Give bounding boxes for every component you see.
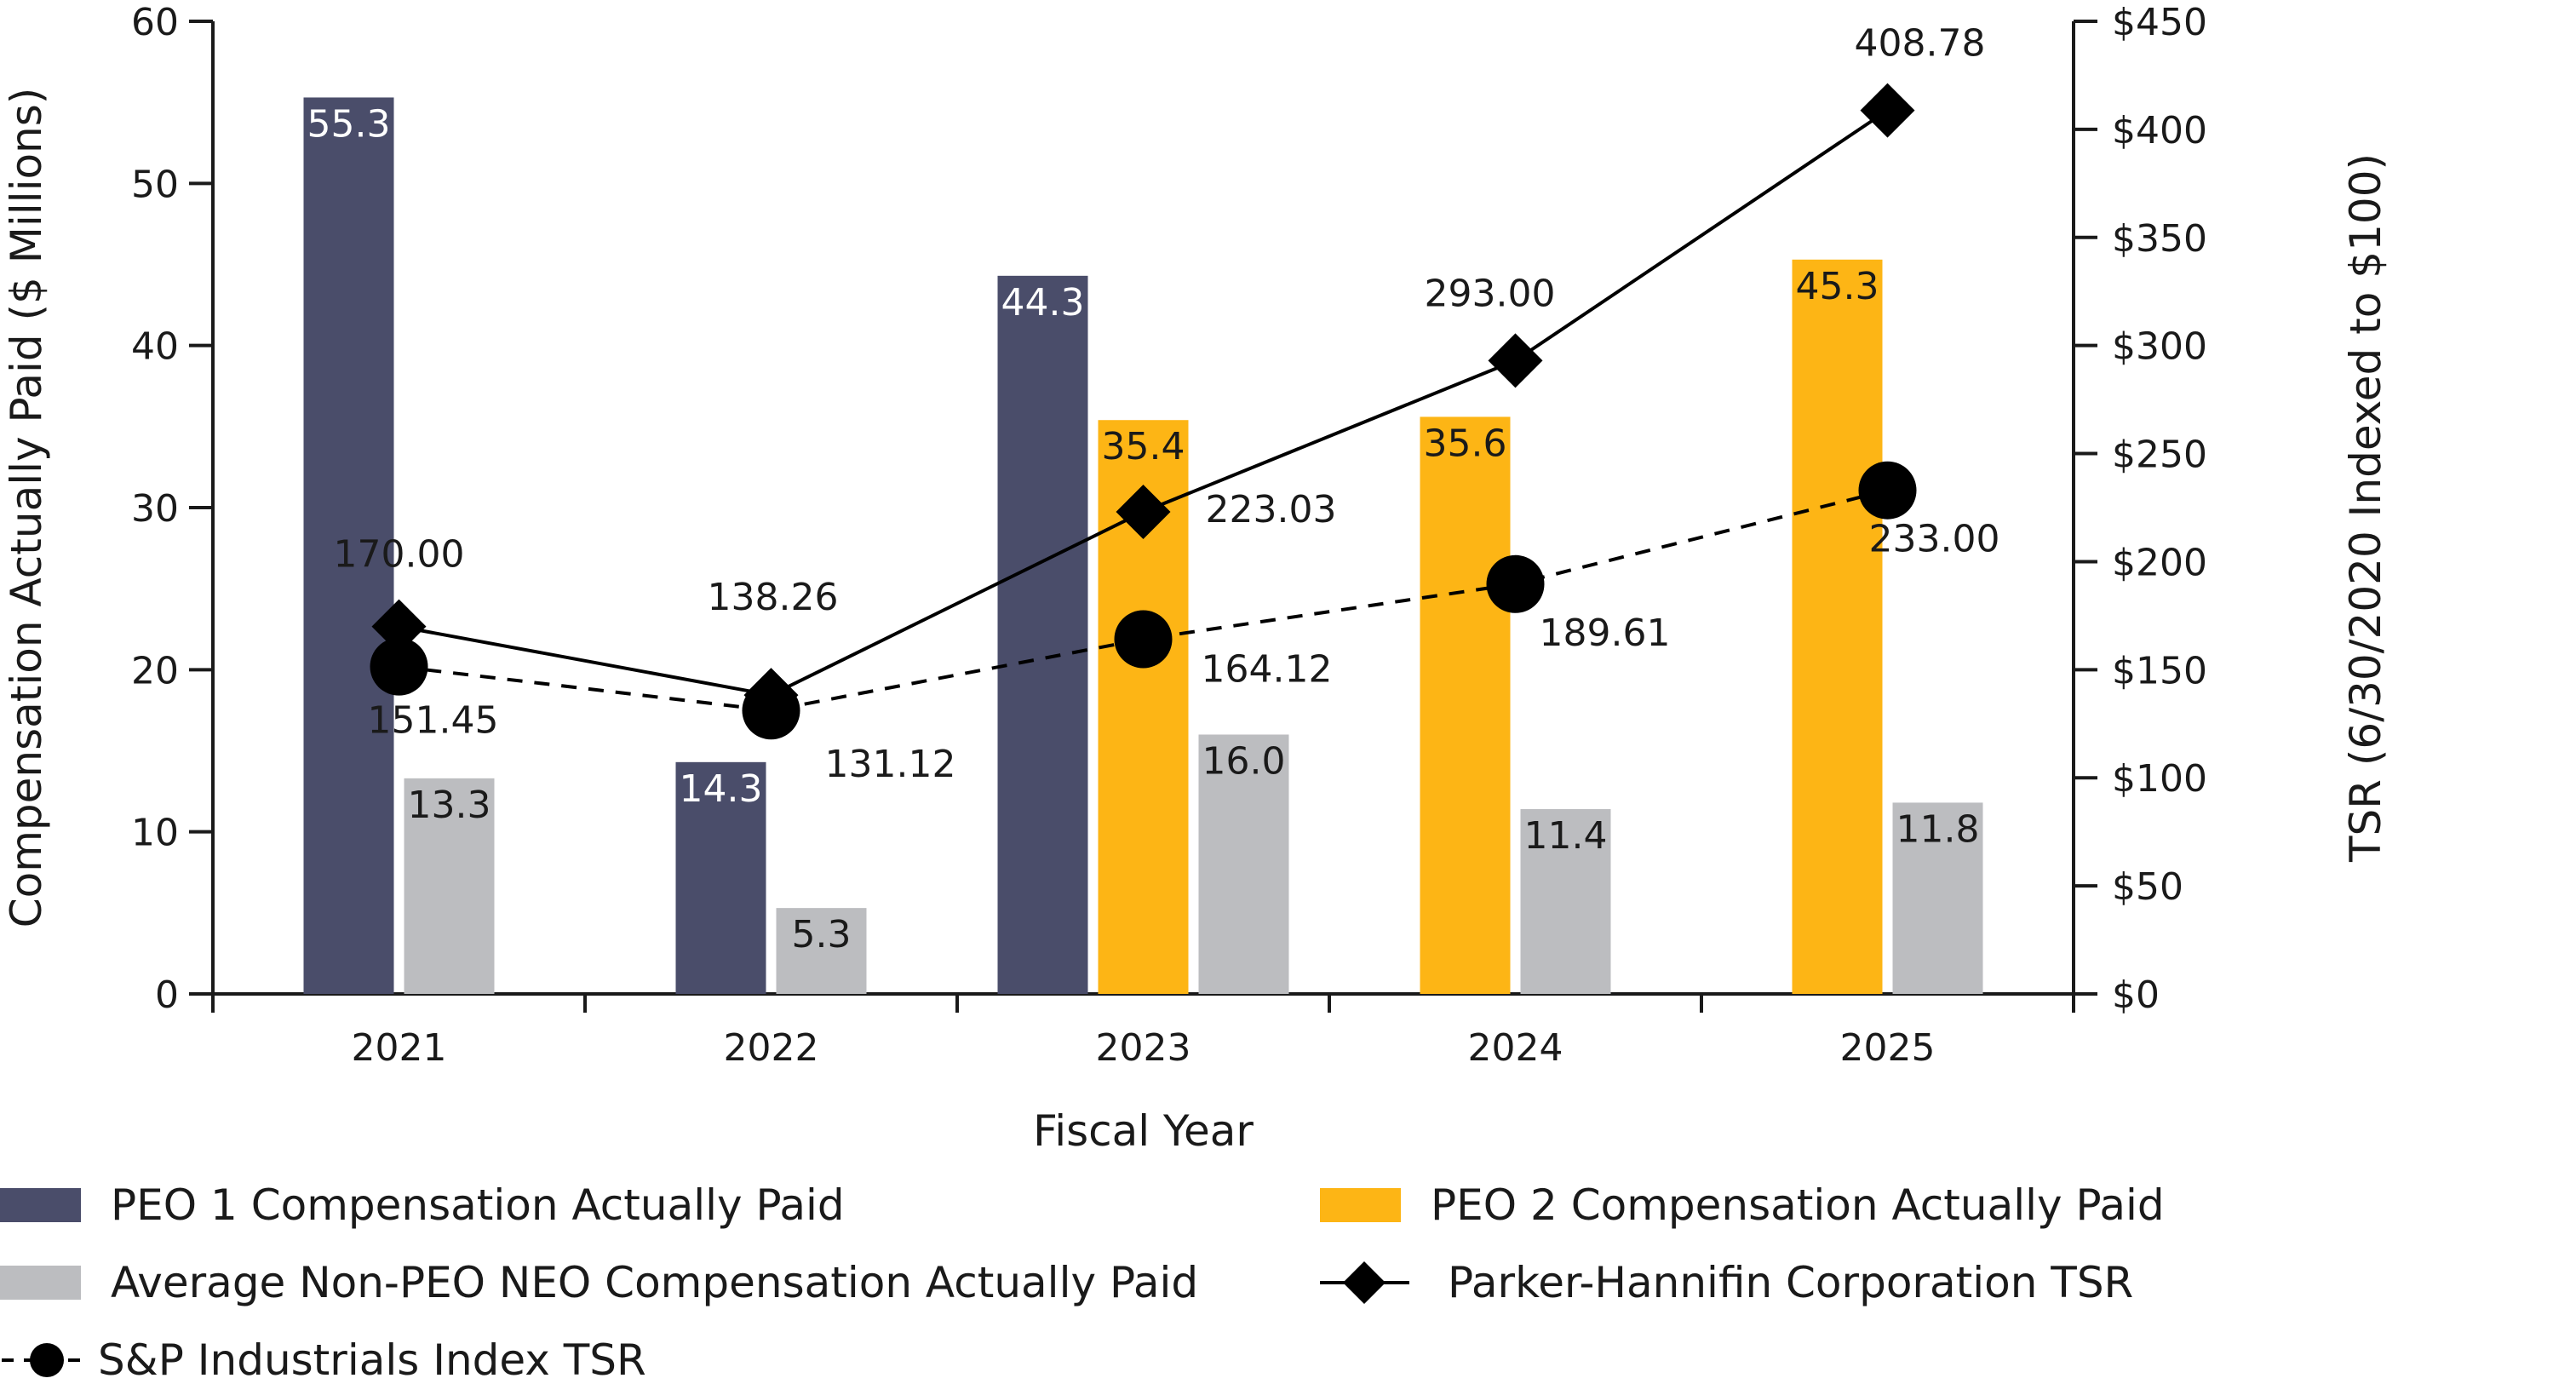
tsr-lines <box>370 83 1917 740</box>
parker-tsr-label: 293.00 <box>1425 272 1556 315</box>
sp-tsr-label: 164.12 <box>1202 647 1333 691</box>
data-labels: 55.3 13.3 14.3 5.3 44.3 35.4 16.0 35.6 11.4 45.3 1… <box>307 22 2000 957</box>
y-right-tick-label: $400 <box>2112 109 2207 152</box>
bar <box>1892 802 1983 994</box>
y-left-tick-label: 20 <box>131 649 179 692</box>
y-right-tick-label: $350 <box>2112 217 2207 261</box>
legend-swatch <box>0 1188 81 1222</box>
x-axis-title: Fiscal Year <box>1033 1106 1254 1156</box>
y-axis-left-title: Compensation Actually Paid ($ Millions) <box>2 88 51 928</box>
legend-label: Parker-Hannifin Corporation TSR <box>1448 1258 2133 1307</box>
legend-label: PEO 2 Compensation Actually Paid <box>1431 1180 2165 1230</box>
bar <box>1520 809 1611 994</box>
bar-value-label: 45.3 <box>1796 265 1879 308</box>
y-right-tick-label: $150 <box>2112 649 2207 692</box>
diamond-marker <box>1116 484 1171 539</box>
sp-industrials-tsr-line <box>399 488 1888 713</box>
legend-swatch <box>0 1266 81 1300</box>
y-left-tick-label: 60 <box>131 1 179 44</box>
bar <box>1792 259 1883 994</box>
legend-swatch <box>1320 1188 1401 1222</box>
circle-marker <box>1858 461 1917 520</box>
bar <box>675 761 766 994</box>
y-axis-right-title: TSR (6/30/2020 Indexed to $100) <box>2341 153 2390 863</box>
y-right-tick-label: $100 <box>2112 757 2207 801</box>
y-left-tick-label: 40 <box>131 325 179 369</box>
axes: 0 10 20 30 40 50 60 $0 $50 $100 $150 $200 $250 $300 $3… <box>2 1 2390 1156</box>
bar-value-label: 35.6 <box>1424 422 1507 465</box>
circle-marker <box>1486 554 1545 613</box>
bar <box>776 908 867 994</box>
bar <box>1198 734 1289 994</box>
legend-label: S&P Industrials Index TSR <box>98 1335 646 1384</box>
y-right-tick-label: $200 <box>2112 541 2207 584</box>
bar <box>303 97 394 994</box>
bar-value-label: 11.8 <box>1896 807 1980 851</box>
bar-value-label: 11.4 <box>1524 814 1608 858</box>
bar-value-label: 55.3 <box>307 102 391 146</box>
parker-tsr-label: 138.26 <box>708 576 839 619</box>
bar-value-label: 16.0 <box>1202 739 1286 783</box>
x-tick-label: 2025 <box>1840 1026 1936 1070</box>
bar <box>1420 416 1511 994</box>
legend-label: Average Non-PEO NEO Compensation Actuall… <box>111 1258 1198 1307</box>
bar <box>997 275 1088 994</box>
x-tick-label: 2024 <box>1468 1026 1563 1070</box>
diamond-marker <box>371 599 427 654</box>
diamond-marker <box>1488 333 1543 388</box>
sp-tsr-label: 131.12 <box>825 743 956 786</box>
circle-marker <box>742 681 800 740</box>
sp-tsr-label: 189.61 <box>1540 612 1671 655</box>
parker-tsr-label: 223.03 <box>1206 488 1337 531</box>
x-tick-label: 2022 <box>724 1026 819 1070</box>
y-left-tick-label: 30 <box>131 487 179 531</box>
y-right-tick-label: $50 <box>2112 865 2183 909</box>
bar-value-label: 5.3 <box>792 913 852 956</box>
bar <box>404 778 495 994</box>
legend-diamond-marker <box>1343 1261 1386 1304</box>
y-right-tick-label: $300 <box>2112 325 2207 369</box>
legend-circle-marker <box>30 1343 64 1377</box>
x-tick-label: 2023 <box>1096 1026 1191 1070</box>
legend: PEO 1 Compensation Actually Paid PEO 2 Co… <box>0 1180 2165 1384</box>
bar-value-label: 44.3 <box>1001 281 1085 324</box>
bar-value-label: 14.3 <box>680 767 763 811</box>
sp-tsr-label: 151.45 <box>368 699 499 743</box>
diamond-marker <box>1860 83 1915 138</box>
y-right-tick-label: $0 <box>2112 973 2160 1017</box>
legend-label: PEO 1 Compensation Actually Paid <box>111 1180 845 1230</box>
parker-tsr-label: 170.00 <box>334 533 465 577</box>
y-right-tick-label: $250 <box>2112 434 2207 477</box>
y-left-tick-label: 50 <box>131 163 179 206</box>
y-left-tick-label: 0 <box>155 973 179 1017</box>
bar-value-label: 13.3 <box>408 784 491 827</box>
circle-marker <box>1114 610 1173 669</box>
parker-tsr-label: 408.78 <box>1855 22 1986 66</box>
sp-tsr-label: 233.00 <box>1869 518 2000 561</box>
y-right-tick-label: $450 <box>2112 1 2207 44</box>
x-tick-label: 2021 <box>352 1026 447 1070</box>
y-left-tick-label: 10 <box>131 812 179 855</box>
bars <box>303 97 1983 995</box>
circle-marker <box>370 637 428 696</box>
bar-value-label: 35.4 <box>1102 425 1185 468</box>
